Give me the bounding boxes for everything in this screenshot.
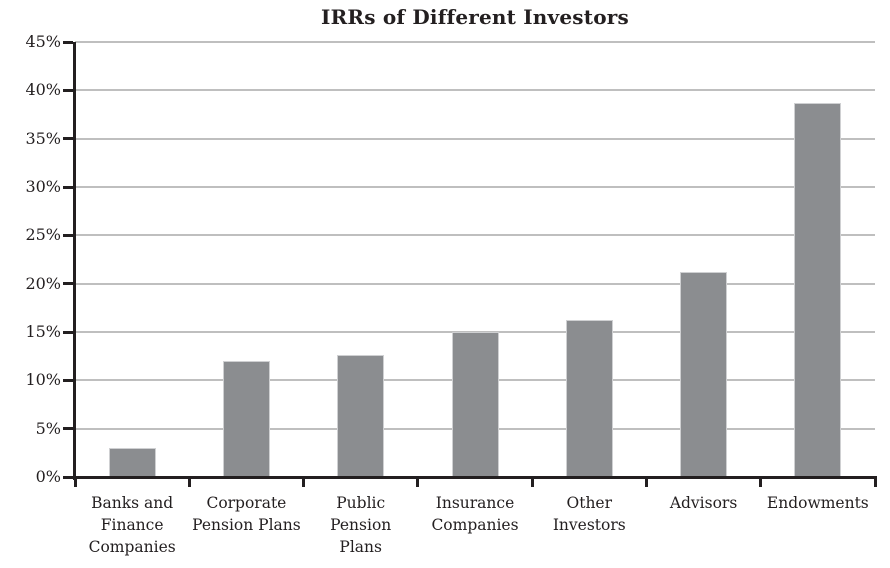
y-tick-mark (63, 378, 73, 382)
bar (108, 448, 156, 477)
bar (680, 272, 728, 477)
x-tick-mark (187, 477, 191, 487)
x-category-label: Other Investors (552, 494, 626, 534)
x-category-label: Advisors (669, 494, 738, 512)
y-axis-line (73, 42, 76, 480)
gridline (75, 41, 875, 43)
plot-area (75, 41, 875, 477)
y-tick-mark (63, 40, 73, 44)
chart-title: IRRs of Different Investors (321, 5, 629, 29)
gridline (75, 282, 875, 285)
x-tick-mark (759, 477, 763, 487)
y-tick-label: 30% (25, 177, 61, 196)
x-category-label: Public Pension Plans (330, 494, 392, 556)
y-tick-mark (63, 330, 73, 334)
y-tick-label: 45% (25, 32, 61, 51)
x-tick-mark (644, 477, 648, 487)
y-tick-label: 20% (25, 273, 61, 293)
x-tick-mark (302, 477, 306, 487)
x-category-label: Corporate Pension Plans (192, 494, 301, 534)
gridline (75, 186, 875, 188)
y-tick-label: 0% (35, 467, 61, 486)
bar (451, 332, 499, 477)
y-tick-label: 10% (25, 370, 61, 390)
x-tick-mark (416, 477, 420, 487)
y-tick-label: 35% (25, 128, 61, 148)
y-tick-label: 40% (25, 80, 61, 100)
y-tick-mark (63, 137, 73, 141)
y-tick-label: 15% (25, 322, 61, 341)
bar (565, 320, 613, 477)
x-category-label: Banks and Finance Companies (88, 494, 176, 556)
x-tick-mark (530, 477, 534, 487)
x-tick-mark (873, 477, 877, 487)
y-tick-mark (63, 233, 73, 237)
gridline (75, 234, 875, 237)
bar (337, 355, 385, 477)
gridline (75, 89, 875, 92)
bar (794, 102, 842, 477)
y-tick-label: 5% (35, 418, 61, 438)
y-tick-label: 25% (25, 225, 61, 245)
x-tick-mark (73, 477, 77, 487)
x-category-label: Endowments (766, 494, 869, 512)
bar (222, 361, 270, 477)
y-tick-mark (63, 475, 73, 479)
gridline (75, 137, 875, 140)
y-tick-mark (63, 282, 73, 286)
y-tick-mark (63, 88, 73, 92)
y-tick-mark (63, 185, 73, 189)
x-category-label: Insurance Companies (431, 494, 519, 534)
x-axis-line (73, 476, 877, 479)
y-tick-mark (63, 427, 73, 431)
